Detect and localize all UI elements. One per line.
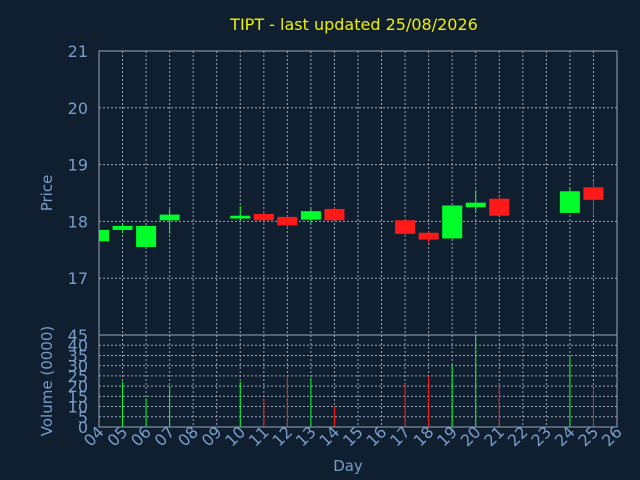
candle-body (489, 198, 510, 216)
candle-body (465, 202, 486, 208)
candle-17 (395, 220, 416, 236)
candle-body (395, 220, 416, 234)
candle-body (230, 215, 251, 219)
candle-25 (583, 180, 604, 216)
candle-body (559, 191, 580, 213)
price-tick-label: 18 (68, 212, 88, 231)
candle-20 (465, 190, 486, 213)
candle-body (159, 214, 180, 221)
candle-14 (324, 207, 345, 221)
x-axis-label: Day (333, 457, 363, 475)
candle-11 (253, 212, 274, 221)
price-tick-label: 20 (68, 99, 88, 118)
candle-24 (559, 188, 580, 213)
volume-tick-label: 15 (68, 387, 88, 406)
candle-body (324, 208, 345, 221)
volume-tick-label: 20 (68, 377, 88, 396)
candle-10 (230, 206, 251, 221)
price-tick-label: 17 (68, 269, 88, 288)
price-tick-label: 19 (68, 156, 88, 175)
candle-06 (136, 225, 157, 247)
candle-04 (98, 229, 109, 242)
candle-body (253, 214, 274, 221)
chart-title: TIPT - last updated 25/08/2026 (229, 15, 478, 34)
volume-tick-label: 30 (68, 357, 88, 376)
candle-body (442, 205, 463, 239)
candle-12 (277, 215, 298, 229)
volume-tick-label: 5 (78, 408, 88, 427)
volume-panel-frame (98, 334, 618, 428)
candle-body (112, 225, 133, 230)
candle-body (418, 232, 439, 240)
volume-tick-label: 25 (68, 367, 88, 386)
volume-tick-label: 0 (78, 418, 88, 437)
candle-05 (112, 224, 133, 233)
volume-tick-label: 45 (68, 326, 88, 345)
price-axis-label: Price (38, 175, 56, 212)
candle-body (99, 229, 109, 242)
candle-21 (489, 195, 510, 216)
candle-18 (418, 231, 439, 243)
x-axis-ticks: 0405060708091011121314151617181920212223… (80, 422, 626, 450)
candle-body (136, 225, 157, 247)
price-panel: 17 18 19 20 21 Price (38, 42, 618, 336)
candle-body (277, 216, 298, 226)
volume-axis-label: Volume (0000) (38, 326, 56, 436)
volume-series (122, 337, 594, 427)
candle-13 (300, 208, 321, 224)
volume-tick-label: 10 (68, 398, 88, 417)
candle-19 (442, 205, 463, 239)
candle-body (300, 211, 321, 220)
volume-tick-label: 40 (68, 336, 88, 355)
price-tick-label: 21 (68, 42, 88, 61)
volume-tick-label: 35 (68, 346, 88, 365)
candle-07 (159, 208, 180, 234)
candle-body (583, 187, 604, 200)
price-axis-ticks: 17 18 19 20 21 (68, 42, 88, 288)
